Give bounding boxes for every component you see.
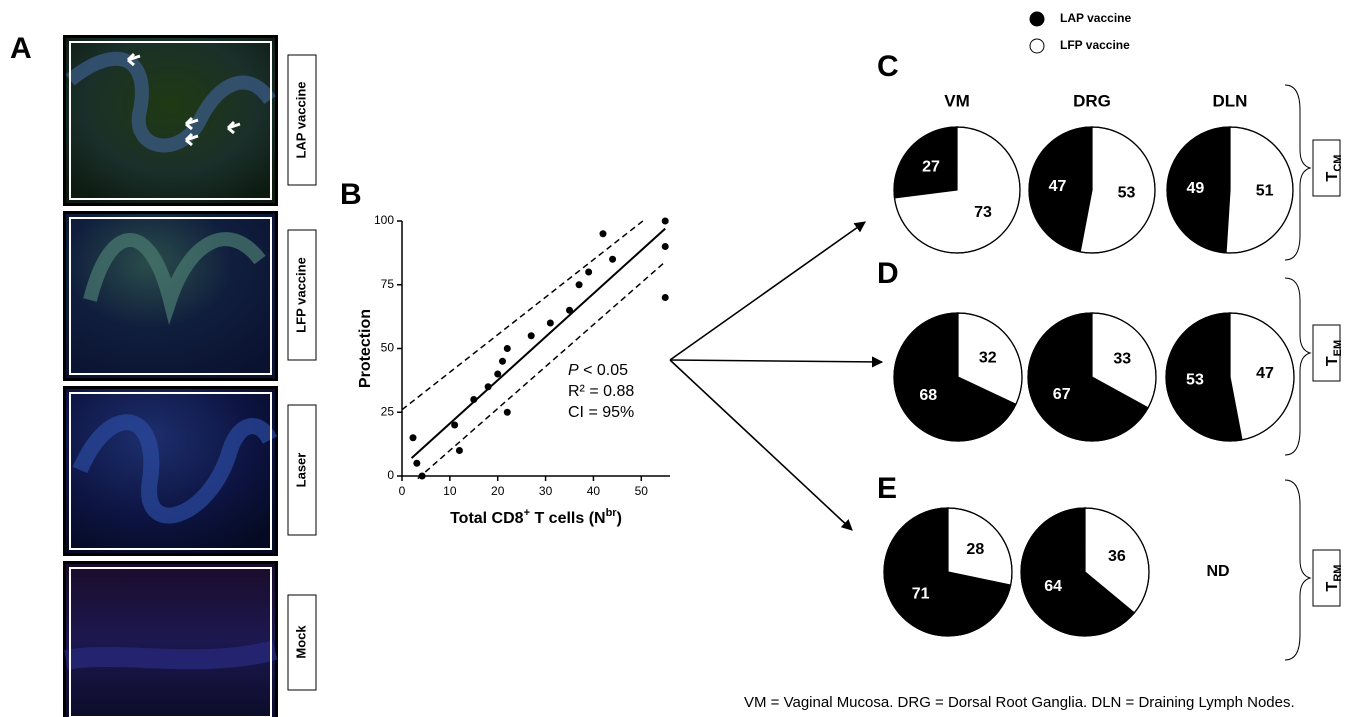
data-point <box>456 447 463 454</box>
annotation-part: P <box>568 362 579 379</box>
row-label-main: T <box>1324 356 1341 366</box>
data-point <box>662 218 669 225</box>
micrograph <box>66 564 275 717</box>
slice-label: 32 <box>979 349 997 366</box>
y-tick-label: 25 <box>381 404 395 418</box>
data-point <box>485 383 492 390</box>
row-label-sub: EM <box>1332 340 1344 357</box>
data-point <box>566 307 573 314</box>
annotation-part: CI = 95% <box>568 404 634 421</box>
x-tick-label: 20 <box>491 484 505 498</box>
annotation: P < 0.05 <box>568 362 628 379</box>
image-label: LFP vaccine <box>293 257 308 333</box>
x-tick-label: 50 <box>635 484 649 498</box>
x-tick-label: 30 <box>539 484 553 498</box>
connector-arrow <box>670 360 882 362</box>
annotation: R² = 0.88 <box>568 383 634 400</box>
y-tick-label: 50 <box>381 341 395 355</box>
slice-label: 51 <box>1256 182 1274 199</box>
legend-label: LFP vaccine <box>1060 38 1130 52</box>
slice-label: 71 <box>912 585 930 602</box>
data-point <box>451 422 458 429</box>
row-label-main: T <box>1324 581 1341 591</box>
data-point <box>470 396 477 403</box>
data-point <box>504 345 511 352</box>
slice-label: 64 <box>1044 578 1062 595</box>
column-header: DRG <box>1073 91 1111 110</box>
data-point <box>547 320 554 327</box>
slice-label: 47 <box>1256 365 1274 382</box>
slice-label: 67 <box>1053 386 1071 403</box>
data-point <box>413 460 420 467</box>
slice-label: 53 <box>1118 184 1136 201</box>
slice-label: 28 <box>966 541 984 558</box>
x-axis-label-part: ) <box>617 510 622 527</box>
footnote: VM = Vaginal Mucosa. DRG = Dorsal Root G… <box>744 694 1295 711</box>
slice-label: 36 <box>1108 548 1126 565</box>
tissue-layer <box>66 650 275 660</box>
data-point <box>499 358 506 365</box>
slice-label: 68 <box>919 387 937 404</box>
annotation: CI = 95% <box>568 404 634 421</box>
x-axis-label-part: br <box>606 507 618 519</box>
figure: LAP vaccine LFP vaccine Laser Mock A B C… <box>0 0 1353 717</box>
y-tick-label: 0 <box>387 468 394 482</box>
panel-label: D <box>877 257 899 290</box>
y-axis-label: Protection <box>357 309 374 388</box>
slice-label: 47 <box>1049 178 1067 195</box>
annotation-part: R² = 0.88 <box>568 383 634 400</box>
image-label: LAP vaccine <box>293 81 308 158</box>
connector-arrow <box>670 360 852 530</box>
micrograph <box>66 389 275 553</box>
column-header: DLN <box>1213 91 1248 110</box>
data-point <box>504 409 511 416</box>
row-label-sub: RM <box>1332 565 1344 582</box>
panel-label: A <box>10 32 32 65</box>
data-point <box>662 243 669 250</box>
slice-label: 73 <box>974 204 992 221</box>
panel-label: C <box>877 50 899 83</box>
x-tick-label: 0 <box>399 484 406 498</box>
x-axis-label-part: T cells (N <box>530 510 606 527</box>
data-point <box>662 294 669 301</box>
image-label: Laser <box>293 453 308 488</box>
data-point <box>419 473 426 480</box>
fit-line <box>418 262 665 479</box>
data-point <box>576 281 583 288</box>
row-label-sub: CM <box>1332 155 1344 172</box>
column-header: VM <box>944 91 970 110</box>
micrograph-panel: LAP vaccine LFP vaccine Laser Mock <box>63 35 316 717</box>
legend-swatch <box>1030 12 1044 26</box>
legend-swatch <box>1030 39 1044 53</box>
y-tick-label: 100 <box>374 213 394 227</box>
data-point <box>585 269 592 276</box>
panel-label: B <box>340 178 362 211</box>
annotation-part: < 0.05 <box>579 362 628 379</box>
y-tick-label: 75 <box>381 277 395 291</box>
data-point <box>410 434 417 441</box>
data-point <box>609 256 616 263</box>
legend-label: LAP vaccine <box>1060 11 1131 25</box>
connector-arrow <box>670 222 865 360</box>
fit-line <box>402 218 646 409</box>
data-point <box>494 371 501 378</box>
slice-label: 49 <box>1186 180 1204 197</box>
row-label-main: T <box>1324 171 1341 181</box>
slice-label: 53 <box>1186 372 1204 389</box>
panel-label: E <box>877 472 897 505</box>
x-axis-label-part: Total CD8 <box>450 510 524 527</box>
x-axis-label: Total CD8+ T cells (Nbr) <box>450 507 622 527</box>
x-tick-label: 40 <box>587 484 601 498</box>
data-point <box>600 230 607 237</box>
data-point <box>528 332 535 339</box>
brace <box>1285 480 1310 660</box>
fit-line <box>412 229 666 459</box>
image-label: Mock <box>293 625 308 659</box>
x-tick-label: 10 <box>443 484 457 498</box>
slice-label: 27 <box>922 158 940 175</box>
missing-label: ND <box>1206 563 1229 580</box>
slice-label: 33 <box>1113 350 1131 367</box>
